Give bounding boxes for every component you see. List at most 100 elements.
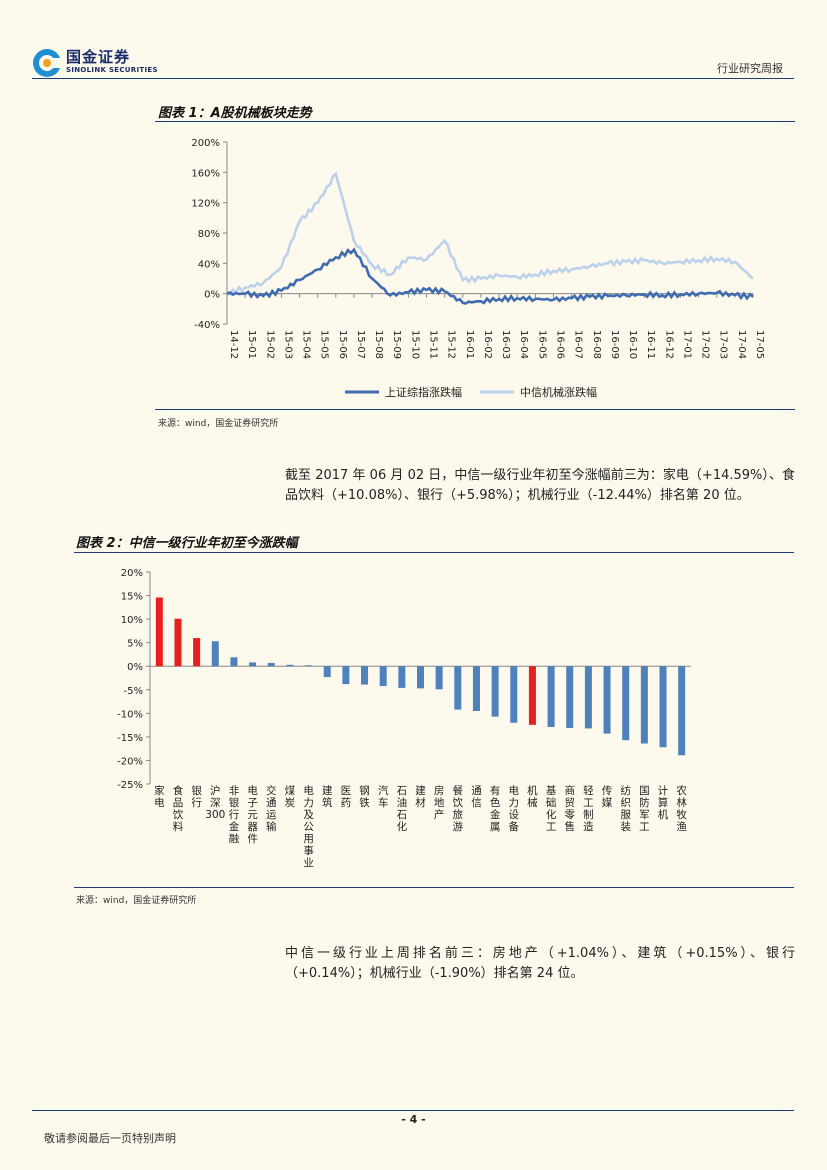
legend-label-0: 上证综指涨跌幅 <box>385 385 462 399</box>
figure2-title: 图表 2：中信一级行业年初至今涨跌幅 <box>76 536 298 551</box>
category-label-2: 银行 <box>191 784 202 809</box>
bar-chart: -25% -20% -15% -10% -5% 0% 5% 10% 15% 20% 家电食品饮料银行… <box>117 568 691 869</box>
y-tick-label: 0% <box>127 662 143 673</box>
y-tick-label: 40% <box>198 259 220 270</box>
x-tick-label: 15-12 <box>446 330 457 359</box>
figure2-source: 来源：wind，国金证券研究所 <box>76 896 197 906</box>
x-tick-label: 16-11 <box>645 330 656 359</box>
category-label-26: 国防军工 <box>639 785 650 833</box>
y-tick-label: 20% <box>121 568 143 579</box>
x-tick-label: 16-04 <box>518 330 529 359</box>
paragraph-weekly-ranking: 中信一级行业上周排名前三：房地产（+1.04%）、建筑（+0.15%）、银行（+… <box>285 946 795 981</box>
category-label-4: 非银行金融 <box>229 785 240 845</box>
x-tick-label: 16-06 <box>554 330 565 359</box>
x-tick-label: 17-05 <box>754 330 765 359</box>
footer-divider <box>32 1110 794 1111</box>
bar-28 <box>678 666 686 756</box>
y-tick-label: 15% <box>121 592 143 603</box>
x-tick-label: 16-08 <box>591 330 602 359</box>
report-type: 行业研究周报 <box>717 62 783 75</box>
category-label-8: 电力及公用事业 <box>303 784 314 869</box>
figure1-title: 图表 1：A股机械板块走势 <box>158 106 312 121</box>
bar-11 <box>361 666 369 685</box>
bar-2 <box>193 638 201 667</box>
category-label-18: 有色金属 <box>490 784 501 833</box>
x-tick-label: 15-07 <box>355 330 366 359</box>
y-tick-label: -15% <box>117 733 143 744</box>
y-tick-label: 0% <box>204 290 220 301</box>
category-label-1: 食品饮料 <box>173 784 184 833</box>
bar-13 <box>398 666 406 688</box>
figure1-title-divider <box>155 121 795 122</box>
category-label-5: 电子元器件 <box>247 784 258 845</box>
x-tick-label: 16-07 <box>573 330 584 359</box>
bar-9 <box>323 666 331 678</box>
bar-8 <box>305 665 313 667</box>
category-label-13: 石油石化 <box>397 785 408 833</box>
category-label-10: 医药 <box>341 785 352 809</box>
bar-15 <box>435 666 443 690</box>
x-tick-label: 16-10 <box>627 330 638 359</box>
y-tick-label: 5% <box>127 639 143 650</box>
y-tick-label: -25% <box>117 780 143 791</box>
x-tick-label: 15-05 <box>319 330 330 359</box>
x-tick-label: 16-02 <box>482 330 493 359</box>
category-label-17: 通信 <box>471 785 482 809</box>
bar-5 <box>249 662 257 667</box>
bar-7 <box>286 664 294 667</box>
bar-19 <box>510 666 518 723</box>
bar-26 <box>640 666 648 744</box>
bar-23 <box>584 666 592 729</box>
category-label-19: 电力设备 <box>509 784 520 833</box>
category-label-3: 沪深 300 <box>205 784 225 821</box>
bar-27 <box>659 666 667 748</box>
category-label-14: 建材 <box>415 784 426 809</box>
x-tick-label: 15-09 <box>391 330 402 359</box>
figure1-bottom-divider <box>155 409 795 410</box>
bar-17 <box>472 666 480 711</box>
category-label-28: 农林牧渔 <box>676 784 687 833</box>
y-tick-label: 200% <box>191 138 220 149</box>
series-line-1 <box>226 171 754 297</box>
x-tick-label: 17-02 <box>700 330 711 359</box>
x-tick-label: 15-01 <box>246 330 257 359</box>
x-tick-label: 17-03 <box>718 330 729 359</box>
category-label-25: 纺织服装 <box>620 784 631 833</box>
x-tick-label: 15-06 <box>337 330 348 359</box>
y-tick-label: -5% <box>124 686 143 697</box>
legend-label-1: 中信机械涨跌幅 <box>520 385 597 399</box>
category-label-0: 家电 <box>154 784 165 809</box>
disclaimer-note: 敬请参阅最后一页特别声明 <box>44 1132 176 1145</box>
x-tick-label: 14-12 <box>228 330 239 359</box>
paragraph-ytd-ranking: 截至 2017 年 06 月 02 日，中信一级行业年初至今涨幅前三为：家电（+… <box>285 468 795 503</box>
y-tick-label: -10% <box>117 709 143 720</box>
figure2-title-divider <box>74 552 794 553</box>
bar-24 <box>603 666 611 734</box>
x-tick-label: 16-03 <box>500 330 511 359</box>
category-label-20: 机械 <box>527 784 538 809</box>
category-label-9: 建筑 <box>322 784 333 809</box>
bar-16 <box>454 666 462 710</box>
y-tick-label: 160% <box>191 168 220 179</box>
bar-22 <box>566 666 574 728</box>
bar-18 <box>491 666 499 717</box>
page-number: - 4 - <box>401 1113 426 1126</box>
category-label-11: 钢铁 <box>359 784 370 809</box>
logo-icon <box>33 49 61 77</box>
y-tick-label: 10% <box>121 615 143 626</box>
x-tick-label: 16-09 <box>609 330 620 359</box>
bar-12 <box>379 666 387 687</box>
x-tick-label: 16-01 <box>464 330 475 359</box>
bar-1 <box>174 618 182 667</box>
bar-10 <box>342 666 350 685</box>
x-tick-label: 15-11 <box>428 330 439 359</box>
category-label-24: 传媒 <box>602 785 613 809</box>
category-label-7: 煤炭 <box>285 784 296 809</box>
x-tick-label: 15-08 <box>373 330 384 359</box>
bar-0 <box>155 597 163 667</box>
category-label-22: 商贸零售 <box>564 784 575 833</box>
category-label-15: 房地产 <box>434 784 445 821</box>
category-label-6: 交通运输 <box>266 784 277 833</box>
bar-25 <box>622 666 630 741</box>
category-label-16: 餐饮旅游 <box>453 784 464 833</box>
